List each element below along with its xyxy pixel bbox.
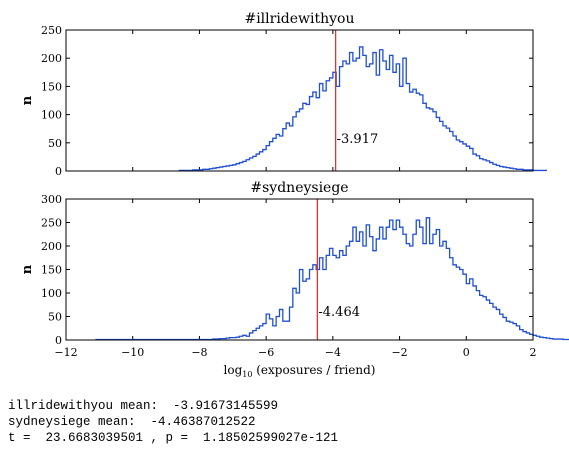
panel1-y-tick-label: 100	[41, 109, 62, 122]
panel2-title: #sydneysiege	[250, 180, 348, 196]
panel2-y-tick-label: 100	[41, 287, 62, 300]
panel2-x-tick-label: 0	[463, 346, 470, 359]
panel1-y-tick-label: 250	[41, 24, 62, 37]
panel2-x-tick-label: −12	[54, 346, 77, 359]
panel1-mean-label: -3.917	[337, 132, 379, 147]
x-axis-label-subscript: 10	[242, 370, 252, 379]
panel1-y-tick-label: 50	[48, 137, 62, 150]
panel2-y-tick-label: 0	[55, 334, 62, 347]
panel2-axes-frame	[65, 198, 534, 341]
panel2-x-tick-label: −2	[391, 346, 407, 359]
panel1-histogram-series	[178, 46, 547, 172]
panel2-y-tick-label: 50	[48, 311, 62, 324]
panel1-y-tick-label: 200	[41, 52, 62, 65]
panel1-axes-frame	[65, 29, 534, 172]
panel1-y-tick-label: 150	[41, 80, 62, 93]
panel2-y-tick-label: 250	[41, 217, 62, 230]
panel2-x-tick-label: −8	[191, 346, 207, 359]
panel2-mean-label: -4.464	[318, 305, 360, 320]
panel1-y-axis-label: n	[20, 95, 35, 105]
x-axis-label-log: log	[224, 363, 243, 377]
panel2-y-axis-label: n	[20, 264, 35, 274]
panel2-y-tick-label: 200	[41, 240, 62, 253]
panel2-x-axis-label: log10 (exposures / friend)	[224, 363, 376, 379]
console-output: illridewithyou mean: -3.91673145599 sydn…	[8, 398, 338, 446]
panel1-title: #illridewithyou	[244, 11, 354, 27]
x-axis-label-rest: (exposures / friend)	[252, 363, 375, 377]
console-line-illridewithyou-mean: illridewithyou mean: -3.91673145599	[8, 399, 279, 413]
panel2-x-tick-label: −4	[325, 346, 341, 359]
panel2-x-tick-label: 2	[530, 346, 537, 359]
panel2-y-tick-label: 300	[41, 193, 62, 206]
panel2-y-tick-label: 150	[41, 264, 62, 277]
panel2-x-tick-label: −10	[121, 346, 144, 359]
panel2-histogram-series	[95, 217, 569, 341]
console-line-sydneysiege-mean: sydneysiege mean: -4.46387012522	[8, 415, 256, 429]
panel2-x-tick-label: −6	[258, 346, 274, 359]
panel1-y-tick-label: 0	[55, 165, 62, 178]
console-line-t-test: t = 23.6683039501 , p = 1.18502599027e-1…	[8, 431, 339, 445]
